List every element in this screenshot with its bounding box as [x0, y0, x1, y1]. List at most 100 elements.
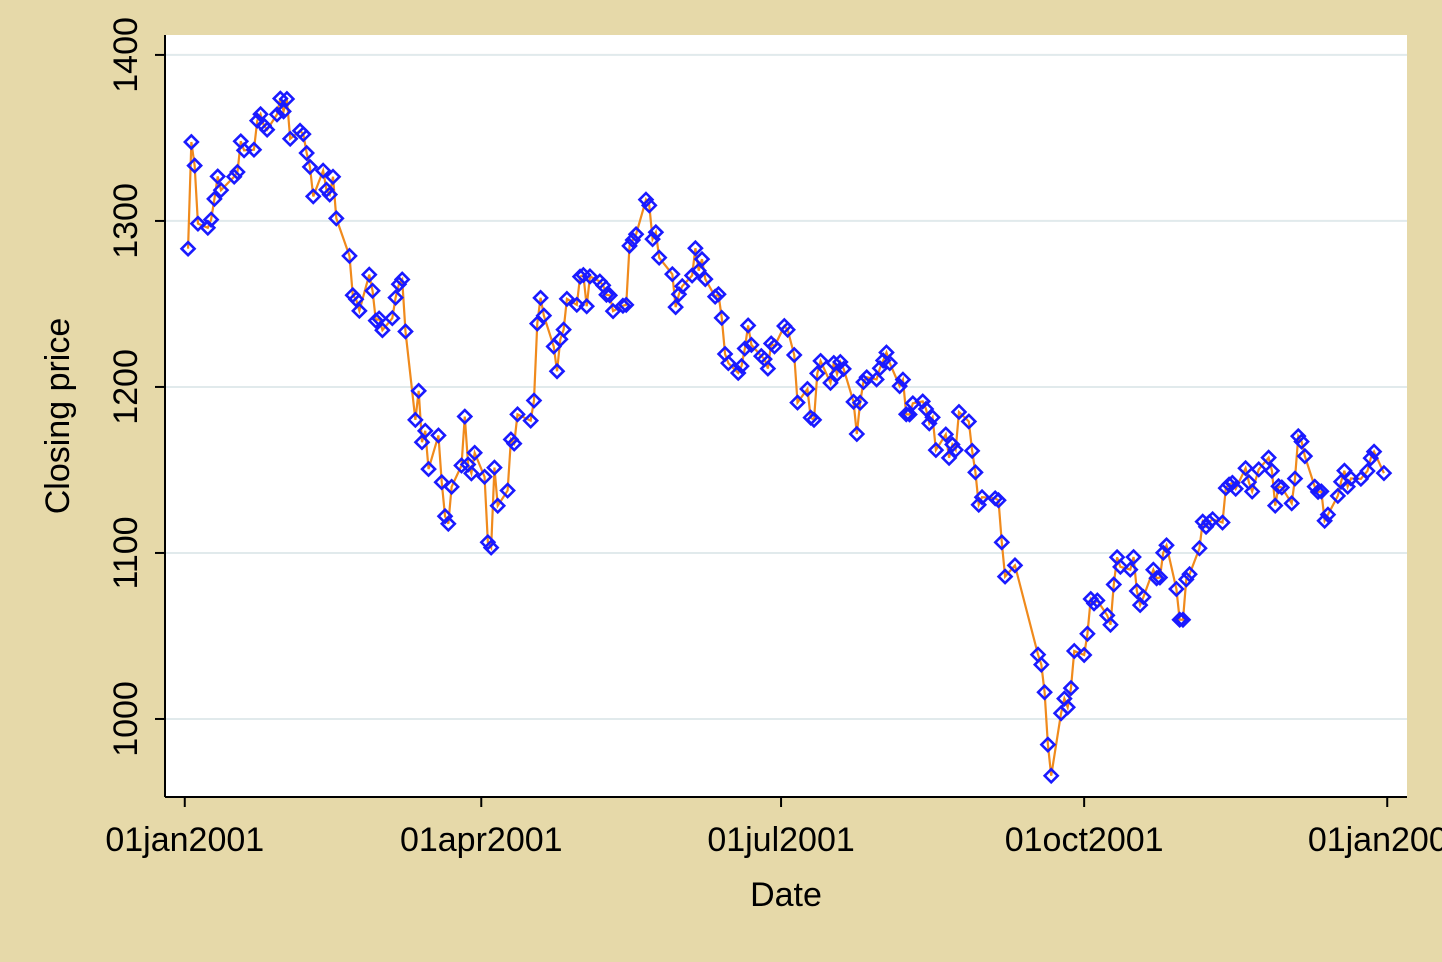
price-marker [1293, 433, 1310, 450]
price-marker [410, 382, 428, 400]
price-marker [687, 239, 704, 257]
price-marker [1266, 497, 1284, 514]
price-marker [822, 374, 839, 392]
price-marker [374, 321, 391, 339]
price-marker [1171, 611, 1189, 629]
price-marker [314, 162, 332, 179]
price-marker [578, 297, 596, 315]
price-marker [505, 435, 523, 452]
price-marker [647, 223, 665, 241]
price-marker [278, 90, 296, 108]
price-marker [1273, 479, 1291, 496]
x-tick-label: 01jan2001 [105, 821, 264, 859]
price-marker [914, 393, 932, 410]
y-tick-label: 1100 [107, 516, 145, 589]
price-marker [456, 408, 474, 425]
y-tick-label: 1300 [107, 183, 145, 259]
price-marker [268, 106, 286, 123]
price-marker [548, 362, 566, 380]
price-marker [835, 360, 852, 378]
price-marker [897, 405, 915, 423]
price-marker [851, 394, 869, 412]
price-marker [1204, 510, 1221, 528]
price-marker [1105, 576, 1123, 593]
price-marker [963, 442, 981, 460]
price-marker [1286, 470, 1304, 487]
price-marker [275, 103, 292, 120]
price-marker [894, 371, 912, 388]
price-marker [1079, 625, 1096, 643]
price-marker [179, 240, 197, 258]
price-marker [321, 186, 339, 203]
price-marker [1283, 494, 1301, 512]
price-marker [202, 211, 220, 228]
price-marker [1375, 464, 1393, 482]
x-tick-label: 01jan2002 [1308, 821, 1442, 859]
price-marker [917, 400, 935, 418]
price-marker [733, 357, 750, 375]
price-marker [453, 457, 470, 474]
price-marker [736, 340, 754, 357]
price-marker [604, 302, 622, 320]
price-marker [212, 181, 230, 199]
price-marker [990, 491, 1007, 509]
price-marker [1214, 514, 1231, 531]
price-marker [950, 403, 968, 421]
price-marker [1062, 679, 1080, 697]
price-marker [996, 568, 1014, 585]
price-marker [439, 515, 457, 533]
price-marker [1296, 447, 1314, 465]
price-marker [183, 133, 200, 151]
price-marker [601, 287, 619, 304]
price-marker [1177, 571, 1195, 588]
price-marker [637, 191, 655, 208]
price-marker [370, 310, 388, 327]
price-marker [617, 296, 635, 314]
price-marker [360, 266, 378, 283]
price-marker [1006, 557, 1024, 574]
price-marker [463, 465, 480, 482]
price-marker [189, 215, 207, 233]
price-marker [568, 296, 586, 314]
price-marker [1270, 477, 1287, 495]
y-tick-label: 1000 [107, 681, 145, 757]
price-marker [1125, 548, 1142, 566]
price-marker [947, 441, 965, 459]
price-marker [690, 262, 708, 280]
price-marker [693, 250, 711, 268]
price-marker [1039, 736, 1057, 753]
price-marker [327, 210, 345, 227]
price-marker [901, 406, 918, 423]
price-marker [1359, 462, 1376, 480]
price-marker [416, 422, 434, 440]
price-marker [551, 330, 569, 348]
price-marker [295, 125, 312, 143]
price-marker [673, 277, 691, 295]
price-marker [298, 144, 315, 162]
price-marker [499, 482, 516, 499]
price-marker [1227, 480, 1245, 498]
price-marker [532, 289, 549, 307]
price-marker [525, 392, 543, 409]
price-marker [535, 307, 553, 324]
price-marker [1224, 474, 1241, 492]
price-marker [1309, 483, 1327, 501]
price-marker [640, 197, 658, 214]
price-marker [1112, 558, 1129, 576]
price-marker [581, 268, 599, 285]
price-marker [944, 436, 961, 453]
price-marker [624, 231, 642, 249]
price-marker [486, 459, 503, 476]
price-marker [759, 360, 777, 377]
price-marker [489, 497, 507, 515]
price-marker [304, 188, 322, 205]
price-marker [479, 533, 497, 551]
price-marker [766, 338, 783, 355]
price-marker [650, 249, 668, 266]
price-marker [785, 346, 803, 364]
price-marker [397, 323, 414, 340]
price-marker [476, 468, 493, 486]
y-axis-title: Closing price [39, 318, 77, 515]
price-marker [364, 282, 381, 300]
price-marker [848, 425, 866, 443]
